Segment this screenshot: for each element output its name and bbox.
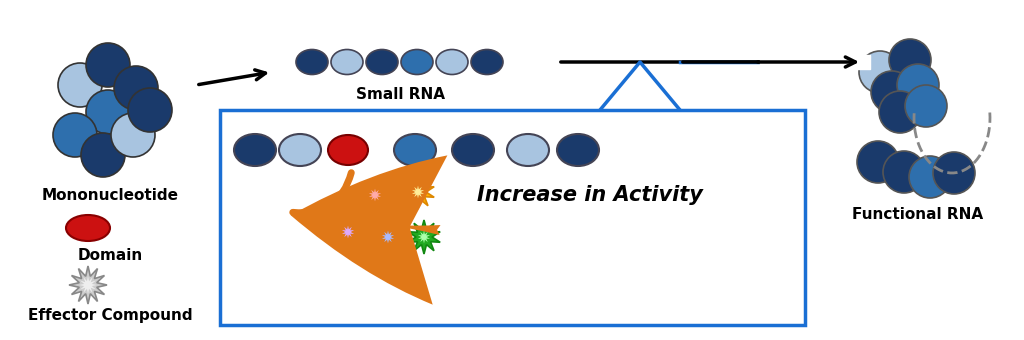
Ellipse shape (366, 50, 398, 74)
Ellipse shape (557, 134, 599, 166)
Ellipse shape (394, 134, 436, 166)
Circle shape (86, 90, 130, 134)
Ellipse shape (452, 134, 494, 166)
Polygon shape (369, 189, 381, 201)
Circle shape (58, 63, 102, 107)
Circle shape (114, 66, 158, 110)
Ellipse shape (66, 215, 110, 241)
Circle shape (879, 91, 921, 133)
Circle shape (86, 43, 130, 87)
Ellipse shape (401, 50, 433, 74)
Circle shape (883, 151, 925, 193)
Circle shape (909, 156, 951, 198)
Circle shape (111, 113, 155, 157)
Text: Small RNA: Small RNA (355, 87, 444, 102)
FancyArrowPatch shape (291, 155, 447, 305)
Circle shape (933, 152, 975, 194)
Text: Mononucleotide: Mononucleotide (42, 188, 178, 203)
Ellipse shape (331, 50, 362, 74)
Ellipse shape (436, 50, 468, 74)
Circle shape (857, 141, 899, 183)
Text: Effector Compound: Effector Compound (28, 308, 193, 323)
Polygon shape (412, 186, 424, 199)
Polygon shape (401, 175, 434, 209)
Circle shape (889, 39, 931, 81)
Polygon shape (79, 276, 97, 294)
Polygon shape (418, 231, 430, 243)
Polygon shape (358, 178, 391, 212)
Circle shape (897, 64, 939, 106)
Polygon shape (332, 215, 365, 249)
Circle shape (859, 51, 901, 93)
Ellipse shape (507, 134, 549, 166)
Ellipse shape (234, 134, 276, 166)
Circle shape (128, 88, 172, 132)
Polygon shape (408, 220, 440, 254)
Text: Domain: Domain (78, 248, 142, 263)
Polygon shape (69, 266, 106, 304)
Polygon shape (382, 231, 394, 243)
FancyArrowPatch shape (293, 173, 351, 213)
FancyBboxPatch shape (220, 110, 805, 325)
Ellipse shape (328, 135, 368, 165)
Circle shape (905, 85, 947, 127)
Circle shape (871, 71, 913, 113)
Circle shape (81, 133, 125, 177)
Circle shape (53, 113, 97, 157)
Ellipse shape (279, 134, 321, 166)
Text: Increase in Activity: Increase in Activity (477, 185, 702, 205)
Polygon shape (372, 220, 404, 254)
Ellipse shape (296, 50, 328, 74)
Ellipse shape (471, 50, 503, 74)
Polygon shape (342, 226, 354, 238)
Text: Functional RNA: Functional RNA (852, 207, 984, 222)
